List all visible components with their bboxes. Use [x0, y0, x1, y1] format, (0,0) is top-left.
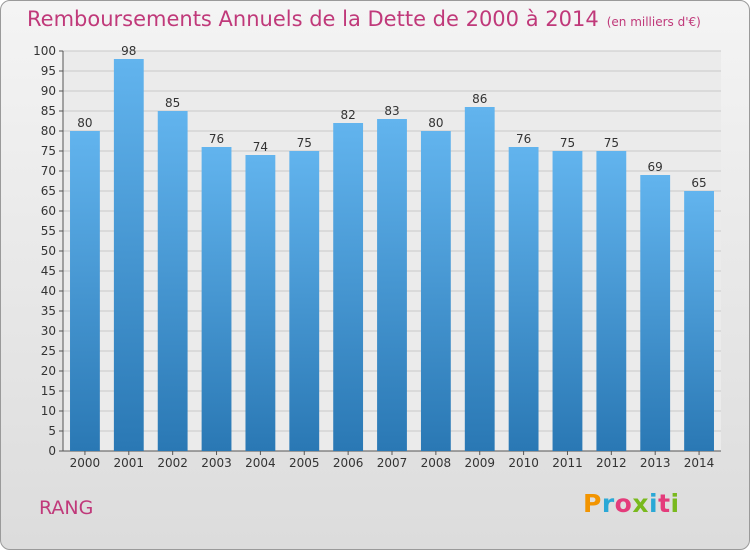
- y-tick-label: 55: [41, 224, 56, 238]
- data-label: 75: [560, 136, 575, 150]
- data-label: 75: [604, 136, 619, 150]
- x-tick-label: 2009: [464, 456, 495, 470]
- data-label: 76: [209, 132, 224, 146]
- bar: [640, 175, 671, 451]
- y-tick-label: 50: [41, 244, 56, 258]
- logo-letter: i: [649, 489, 659, 518]
- y-tick-label: 0: [48, 444, 56, 458]
- y-tick-label: 65: [41, 184, 56, 198]
- y-tick-label: 60: [41, 204, 56, 218]
- x-tick-label: 2006: [333, 456, 364, 470]
- logo-letter: i: [670, 489, 680, 518]
- bar: [464, 107, 495, 451]
- bar: [157, 111, 188, 451]
- chart-unit: (en milliers d'€): [606, 15, 701, 29]
- data-label: 80: [428, 116, 443, 130]
- y-tick-label: 15: [41, 384, 56, 398]
- logo-letter: x: [632, 489, 649, 518]
- bar: [596, 151, 627, 451]
- y-tick-label: 35: [41, 304, 56, 318]
- bar: [552, 151, 583, 451]
- data-label: 74: [253, 140, 268, 154]
- x-tick-label: 2004: [245, 456, 276, 470]
- data-label: 82: [340, 108, 355, 122]
- x-tick-label: 2014: [684, 456, 715, 470]
- bar: [201, 147, 232, 451]
- chart-title-text: Remboursements Annuels de la Dette de 20…: [27, 7, 599, 31]
- bar: [113, 59, 144, 451]
- data-label: 98: [121, 44, 136, 58]
- bar: [70, 131, 100, 451]
- bar: [684, 191, 714, 451]
- x-tick-label: 2000: [70, 456, 101, 470]
- data-label: 80: [77, 116, 92, 130]
- logo-letter: t: [658, 489, 671, 518]
- data-label: 76: [516, 132, 531, 146]
- x-tick-label: 2013: [640, 456, 671, 470]
- y-tick-label: 100: [33, 44, 56, 58]
- y-tick-label: 10: [41, 404, 56, 418]
- logo-letter: o: [614, 489, 633, 518]
- y-tick-label: 70: [41, 164, 56, 178]
- x-tick-label: 2005: [289, 456, 320, 470]
- data-label: 65: [691, 176, 706, 190]
- bar: [245, 155, 276, 451]
- data-label: 75: [297, 136, 312, 150]
- y-tick-label: 90: [41, 84, 56, 98]
- x-tick-label: 2001: [114, 456, 145, 470]
- y-tick-label: 75: [41, 144, 56, 158]
- bar: [333, 123, 364, 451]
- y-tick-label: 45: [41, 264, 56, 278]
- chart-title: Remboursements Annuels de la Dette de 20…: [27, 7, 701, 31]
- data-label: 83: [384, 104, 399, 118]
- x-tick-label: 2002: [157, 456, 188, 470]
- x-tick-label: 2003: [201, 456, 232, 470]
- data-label: 85: [165, 96, 180, 110]
- commune-name: RANG: [39, 497, 94, 519]
- data-label: 86: [472, 92, 487, 106]
- y-tick-label: 25: [41, 344, 56, 358]
- x-tick-label: 2012: [596, 456, 627, 470]
- y-tick-label: 40: [41, 284, 56, 298]
- y-tick-label: 85: [41, 104, 56, 118]
- bar: [377, 119, 407, 451]
- bar: [420, 131, 451, 451]
- bar: [508, 147, 539, 451]
- y-tick-label: 5: [48, 424, 56, 438]
- y-tick-label: 30: [41, 324, 56, 338]
- y-tick-label: 95: [41, 64, 56, 78]
- x-tick-label: 2011: [552, 456, 583, 470]
- data-label: 69: [648, 160, 663, 174]
- bar: [289, 151, 320, 451]
- x-tick-label: 2008: [421, 456, 452, 470]
- proxiti-logo: Proxiti: [583, 489, 680, 518]
- y-tick-label: 20: [41, 364, 56, 378]
- y-tick-label: 80: [41, 124, 56, 138]
- x-tick-label: 2007: [377, 456, 408, 470]
- x-tick-label: 2010: [508, 456, 539, 470]
- logo-letter: r: [601, 489, 615, 518]
- logo-letter: P: [583, 489, 602, 518]
